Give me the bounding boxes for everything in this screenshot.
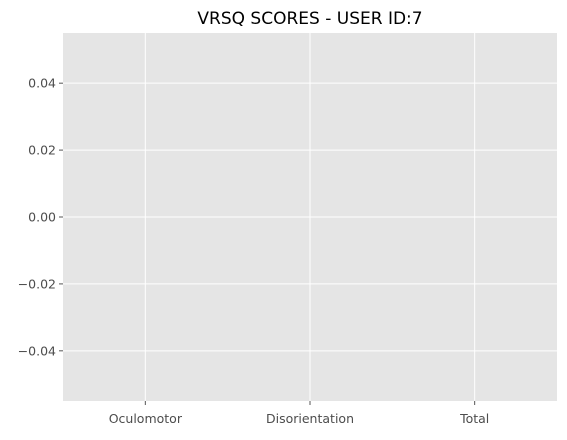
y-tick-label: −0.02 xyxy=(18,276,56,291)
x-axis: Oculomotor Disorientation Total xyxy=(109,401,489,426)
grid-lines xyxy=(63,33,557,401)
y-tick-label: 0.00 xyxy=(28,210,56,225)
y-tick-label: 0.02 xyxy=(28,143,56,158)
x-tick-label: Oculomotor xyxy=(109,411,183,426)
y-tick-label: 0.04 xyxy=(28,76,56,91)
y-tick-label: −0.04 xyxy=(18,343,56,358)
y-axis: −0.04 −0.02 0.00 0.02 0.04 xyxy=(18,76,63,358)
x-tick-label: Disorientation xyxy=(266,411,354,426)
chart-title: VRSQ SCORES - USER ID:7 xyxy=(197,9,422,29)
x-tick-label: Total xyxy=(459,411,489,426)
